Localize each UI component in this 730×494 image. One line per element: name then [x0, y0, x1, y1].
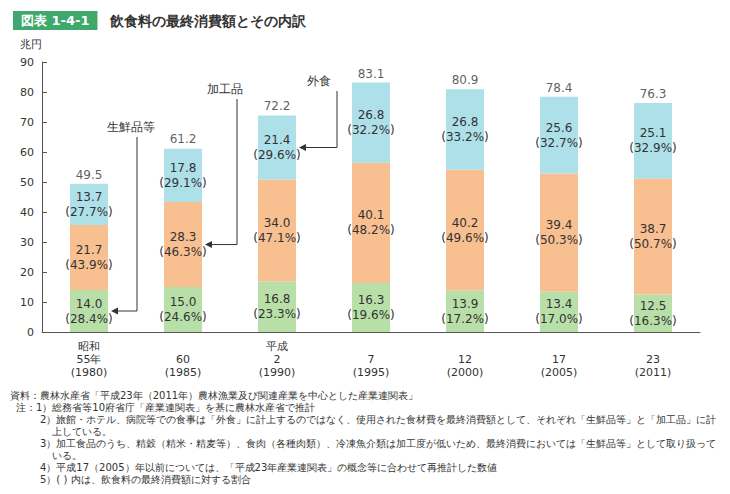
svg-text:12: 12 [458, 353, 472, 366]
svg-text:23: 23 [646, 353, 660, 366]
html-text:資料：農林水産省「平成23年（2011年）農林漁業及び関連産: 資料：農林水産省「平成23年（2011年）農林漁業及び関連産業を中心とした産業連… [10, 390, 419, 401]
html-text:5）( ) 内は、飲食料の最終消費額に対する割合: 5）( ) 内は、飲食料の最終消費額に対する割合 [40, 474, 251, 485]
svg-text:80.9: 80.9 [452, 73, 479, 87]
svg-text:40: 40 [20, 206, 34, 219]
svg-text:0: 0 [27, 326, 34, 339]
svg-text:(33.2%): (33.2%) [441, 130, 488, 144]
svg-text:(2000): (2000) [447, 366, 484, 379]
svg-text:28.3: 28.3 [170, 230, 197, 244]
svg-text:(17.0%): (17.0%) [535, 312, 582, 326]
svg-text:(48.2%): (48.2%) [347, 223, 394, 237]
svg-text:10: 10 [20, 296, 34, 309]
svg-text:60: 60 [20, 146, 34, 159]
svg-text:34.0: 34.0 [264, 216, 291, 230]
svg-text:(19.6%): (19.6%) [347, 308, 394, 322]
svg-text:7: 7 [368, 353, 375, 366]
svg-text:39.4: 39.4 [546, 218, 573, 232]
svg-text:図表 1-4-1: 図表 1-4-1 [21, 13, 89, 28]
svg-text:17.8: 17.8 [170, 161, 197, 175]
svg-text:飲食料の最終消費額とその内訳: 飲食料の最終消費額とその内訳 [109, 13, 307, 29]
svg-text:60: 60 [176, 353, 190, 366]
svg-text:生鮮品等: 生鮮品等 [107, 120, 155, 134]
svg-text:20: 20 [20, 266, 34, 279]
svg-text:(1985): (1985) [165, 366, 202, 379]
svg-text:(29.1%): (29.1%) [159, 176, 206, 190]
svg-text:(50.3%): (50.3%) [535, 233, 582, 247]
svg-text:50: 50 [20, 176, 34, 189]
svg-text:70: 70 [20, 116, 34, 129]
svg-text:26.8: 26.8 [452, 115, 479, 129]
svg-text:13.7: 13.7 [76, 190, 103, 204]
svg-text:21.7: 21.7 [76, 243, 103, 257]
svg-text:(29.6%): (29.6%) [253, 148, 300, 162]
svg-text:13.9: 13.9 [452, 297, 479, 311]
svg-text:78.4: 78.4 [546, 81, 573, 95]
svg-text:40.2: 40.2 [452, 216, 479, 230]
svg-text:90: 90 [20, 56, 34, 69]
svg-text:(1990): (1990) [259, 366, 296, 379]
svg-text:外食: 外食 [307, 74, 331, 88]
svg-text:(24.6%): (24.6%) [159, 310, 206, 324]
svg-text:16.8: 16.8 [264, 292, 291, 306]
svg-text:(2011): (2011) [635, 366, 672, 379]
html-text:注：1）総務省等10府省庁「産業連関表」を基に農林水産省で推: 注：1）総務省等10府省庁「産業連関表」を基に農林水産省で推計 [16, 402, 316, 413]
svg-text:(23.3%): (23.3%) [253, 307, 300, 321]
svg-text:(50.7%): (50.7%) [629, 237, 676, 251]
html-text:3）加工食品のうち、精穀（精米・精麦等）、食肉（各種肉類）、: 3）加工食品のうち、精穀（精米・精麦等）、食肉（各種肉類）、冷凍魚介類は加工度が… [40, 438, 717, 461]
svg-text:14.0: 14.0 [76, 297, 103, 311]
svg-text:昭和: 昭和 [78, 340, 100, 353]
svg-text:72.2: 72.2 [264, 99, 291, 113]
svg-text:25.1: 25.1 [640, 126, 667, 140]
svg-text:61.2: 61.2 [170, 132, 197, 146]
svg-text:(47.1%): (47.1%) [253, 231, 300, 245]
svg-text:(17.2%): (17.2%) [441, 312, 488, 326]
svg-text:17: 17 [552, 353, 566, 366]
svg-text:49.5: 49.5 [76, 168, 103, 182]
svg-text:(28.4%): (28.4%) [65, 312, 112, 326]
svg-text:38.7: 38.7 [640, 222, 667, 236]
svg-text:21.4: 21.4 [264, 133, 291, 147]
svg-text:30: 30 [20, 236, 34, 249]
svg-text:(49.6%): (49.6%) [441, 231, 488, 245]
svg-text:26.8: 26.8 [358, 108, 385, 122]
svg-text:(46.3%): (46.3%) [159, 245, 206, 259]
svg-text:(27.7%): (27.7%) [65, 205, 112, 219]
svg-text:(43.9%): (43.9%) [65, 258, 112, 272]
svg-text:12.5: 12.5 [640, 299, 667, 313]
svg-text:25.6: 25.6 [546, 121, 573, 135]
svg-text:76.3: 76.3 [640, 87, 667, 101]
svg-text:16.3: 16.3 [358, 293, 385, 307]
svg-text:(32.2%): (32.2%) [347, 123, 394, 137]
svg-text:80: 80 [20, 86, 34, 99]
svg-text:(32.9%): (32.9%) [629, 141, 676, 155]
svg-text:15.0: 15.0 [170, 295, 197, 309]
html-text:2）旅館・ホテル、病院等での食事は「外食」に計上するのではな: 2）旅館・ホテル、病院等での食事は「外食」に計上するのではなく、使用された食材費… [40, 414, 717, 437]
svg-text:(2005): (2005) [541, 366, 578, 379]
svg-text:(1980): (1980) [71, 366, 108, 379]
svg-text:(32.7%): (32.7%) [535, 136, 582, 150]
svg-text:平成: 平成 [266, 340, 288, 353]
svg-text:(16.3%): (16.3%) [629, 314, 676, 328]
svg-text:兆円: 兆円 [20, 38, 42, 51]
svg-text:2: 2 [274, 353, 281, 366]
svg-text:加工品: 加工品 [207, 82, 243, 96]
svg-text:55年: 55年 [77, 353, 102, 366]
svg-text:83.1: 83.1 [358, 67, 385, 81]
svg-text:40.1: 40.1 [358, 208, 385, 222]
svg-text:(1995): (1995) [353, 366, 390, 379]
html-text:4）平成17（2005）年以前については、「平成23年産業連: 4）平成17（2005）年以前については、「平成23年産業連関表」の概念等に合わ… [40, 462, 498, 473]
svg-text:13.4: 13.4 [546, 297, 573, 311]
